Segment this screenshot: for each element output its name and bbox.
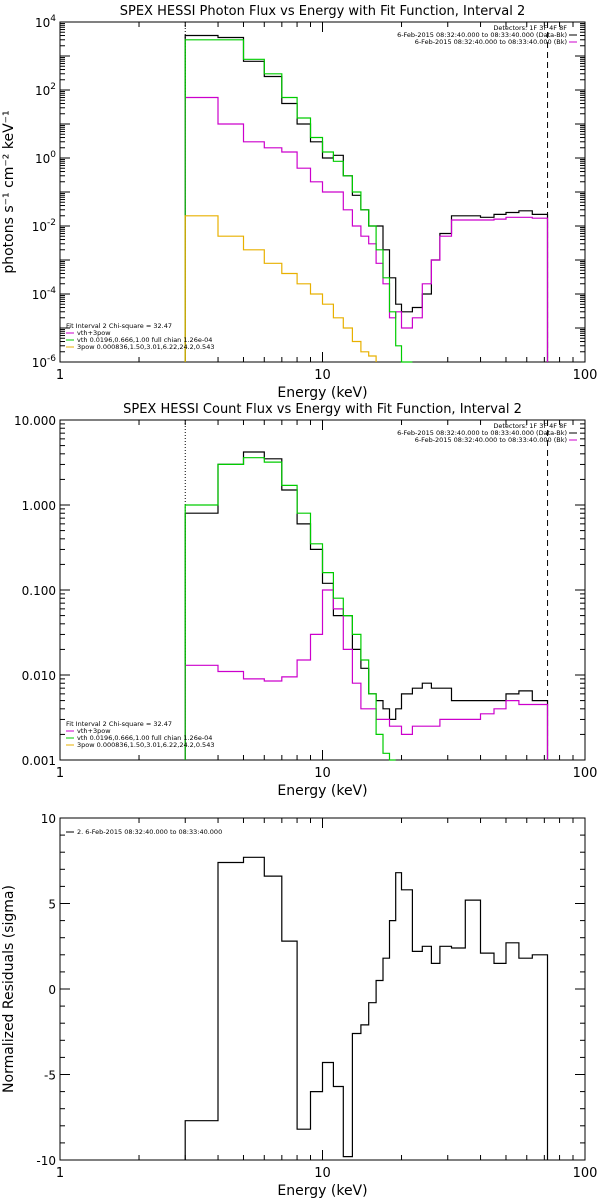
y-tick-label: 10-2: [32, 218, 56, 234]
x-tick-label: 100: [573, 368, 598, 383]
x-tick-label: 10: [314, 1166, 331, 1181]
y-tick-label: 1.000: [22, 499, 56, 513]
legend-right-entry: 6-Feb-2015 08:32:40.000 to 08:33:40.000 …: [415, 436, 567, 444]
y-tick-label: 10-4: [32, 286, 57, 302]
x-tick-label: 10: [314, 766, 331, 781]
x-tick-label: 10: [314, 368, 331, 383]
y-tick-label: 0.001: [22, 754, 56, 768]
series-line-2: [184, 589, 549, 760]
series-line-3: [184, 457, 396, 761]
legend-left-entry: 3pow 0.000836,1.50,3.01,6.22,24.2,0.543: [77, 343, 214, 351]
y-tick-label: 0.100: [22, 584, 56, 598]
x-axis-label: Energy (keV): [277, 783, 367, 799]
x-tick-label: 100: [573, 1166, 598, 1181]
y-tick-label: 10.000: [14, 414, 56, 428]
chart-panel-1: SPEX HESSI Photon Flux vs Energy with Fi…: [1, 4, 597, 401]
legend-left-entry: 2. 6-Feb-2015 08:32:40.000 to 08:33:40.0…: [77, 828, 222, 836]
y-tick-label: -10: [36, 1154, 56, 1168]
y-tick-label: 10-6: [32, 354, 57, 370]
x-tick-label: 1: [56, 1166, 64, 1181]
y-tick-exponent: -6: [47, 354, 56, 364]
x-tick-label: 100: [573, 766, 598, 781]
y-tick-base: 10: [35, 84, 50, 98]
legend-left-entry: vth 0.0196,0.666,1.00 full chian 1.26e-0…: [77, 734, 212, 742]
y-tick-label: 0.010: [22, 669, 56, 683]
series-line-4: [184, 215, 377, 362]
y-tick-base: 10: [32, 220, 47, 234]
legend-right-entry: 6-Feb-2015 08:32:40.000 to 08:33:40.000 …: [397, 31, 567, 39]
y-tick-exponent: 2: [50, 82, 56, 92]
y-tick-exponent: -2: [47, 218, 56, 228]
y-tick-label: 10: [41, 812, 56, 826]
legend-left-entry: Fit Interval 2 Chi-square = 32.47: [66, 322, 172, 330]
legend-right-entry: Detectors: 1F 3F 4F 8F: [493, 422, 567, 430]
y-tick-exponent: -4: [47, 286, 56, 296]
series-line-1: [184, 856, 549, 1160]
y-tick-label: 0: [48, 983, 56, 997]
y-tick-exponent: 0: [50, 150, 56, 160]
chart-title: SPEX HESSI Photon Flux vs Energy with Fi…: [120, 4, 526, 19]
series-line-2: [184, 96, 549, 362]
y-axis-label: photons s⁻¹ cm⁻² keV⁻¹: [1, 110, 17, 273]
y-axis-label: Normalized Residuals (sigma): [1, 885, 17, 1093]
y-tick-base: 10: [32, 288, 47, 302]
x-tick-label: 1: [56, 766, 64, 781]
y-tick-exponent: 4: [50, 14, 56, 24]
y-tick-label: -5: [44, 1069, 56, 1083]
legend-right-entry: Detectors: 1F 3F 4F 8F: [493, 24, 567, 32]
y-tick-label: 102: [35, 82, 56, 98]
x-axis-label: Energy (keV): [277, 1183, 367, 1199]
y-tick-label: 100: [35, 150, 56, 166]
legend-left-entry: vth+3pow: [77, 329, 111, 337]
series-line-3: [184, 39, 413, 363]
series-line-1: [184, 451, 549, 760]
legend-left-entry: Fit Interval 2 Chi-square = 32.47: [66, 720, 172, 728]
legend-left-entry: vth 0.0196,0.666,1.00 full chian 1.26e-0…: [77, 336, 212, 344]
plot-frame: [59, 817, 586, 1161]
y-tick-label: 5: [48, 898, 56, 912]
chart-panel-2: SPEX HESSI Count Flux vs Energy with Fit…: [14, 402, 597, 799]
chart-panel-3: 1 10 100 Energy (keV) 10 5 0 -5 -10 Normalized Re…: [1, 812, 597, 1199]
y-tick-base: 10: [35, 16, 50, 30]
series-line-1: [184, 34, 549, 362]
x-tick-label: 1: [56, 368, 64, 383]
x-axis-label: Energy (keV): [277, 385, 367, 401]
y-tick-base: 10: [32, 356, 47, 370]
legend-right-entry: 6-Feb-2015 08:32:40.000 to 08:33:40.000 …: [397, 429, 567, 437]
y-tick-base: 10: [35, 152, 50, 166]
legend-right-entry: 6-Feb-2015 08:32:40.000 to 08:33:40.000 …: [415, 38, 567, 46]
chart-title: SPEX HESSI Count Flux vs Energy with Fit…: [123, 402, 522, 417]
legend-left-entry: vth+3pow: [77, 727, 111, 735]
legend-left-entry: 3pow 0.000836,1.50,3.01,6.22,24.2,0.543: [77, 741, 214, 749]
y-tick-label: 104: [35, 14, 56, 30]
